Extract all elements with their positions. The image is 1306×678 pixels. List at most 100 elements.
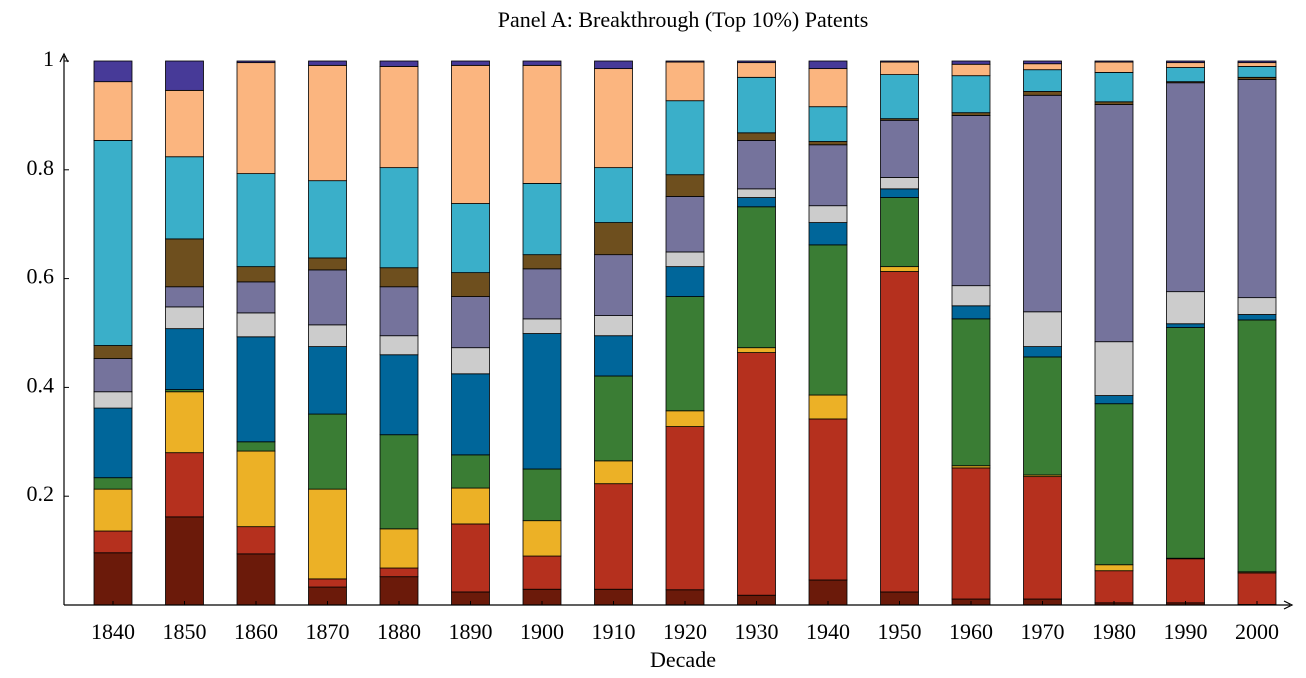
bar-segment	[1023, 476, 1062, 600]
bar-segment	[665, 296, 705, 412]
bar-segment	[236, 281, 276, 314]
bar-segment	[308, 578, 347, 588]
bar-segment	[93, 140, 133, 346]
bar-segment	[594, 68, 633, 169]
bar-segment	[594, 60, 633, 70]
bar-segment	[1094, 570, 1134, 604]
bar-segment	[1166, 82, 1205, 293]
bar-segment	[737, 197, 776, 208]
bar-segment	[951, 285, 991, 307]
y-tick-label: 0.4	[27, 372, 55, 397]
bar-segment	[1166, 323, 1205, 328]
bar-segment	[379, 286, 419, 337]
bar-segment	[737, 188, 776, 198]
bar-segment	[308, 180, 347, 259]
x-tick-label: 1920	[663, 619, 707, 644]
bar-segment	[522, 254, 562, 270]
bar-segment	[808, 141, 848, 146]
bar-segment	[379, 567, 419, 578]
bar-segment	[1023, 311, 1062, 347]
bar-segment	[737, 347, 776, 353]
bar-segment	[379, 66, 419, 169]
bar-segment	[808, 106, 848, 142]
bar-segment	[808, 222, 848, 246]
bar-segment	[522, 468, 562, 522]
x-tick-label: 1850	[163, 619, 207, 644]
bar-segment	[1166, 67, 1205, 83]
bar-segment	[951, 305, 991, 320]
bars	[93, 60, 1277, 606]
bar-segment	[1094, 72, 1134, 103]
bar-segment	[808, 579, 848, 606]
bar-segment	[1094, 395, 1134, 405]
bar-segment	[379, 576, 419, 606]
bar-segment	[451, 296, 490, 349]
bar-segment	[1237, 572, 1277, 605]
y-tick-label: 0.8	[27, 155, 55, 180]
bar-segment	[808, 205, 848, 223]
bar-segment	[93, 552, 133, 606]
bar-segment	[93, 391, 133, 409]
x-tick-label: 1910	[592, 619, 636, 644]
bar-segment	[93, 477, 133, 490]
bar-segment	[737, 206, 776, 349]
bar-segment	[594, 483, 633, 590]
bar-segment	[880, 60, 919, 63]
bar-segment	[308, 488, 347, 580]
bar-segment	[737, 132, 776, 141]
bar-segment	[165, 452, 204, 518]
bar-segment	[951, 60, 991, 65]
y-axis-arrow	[59, 52, 69, 63]
bar-segment	[594, 222, 633, 256]
bar-segment	[1166, 558, 1205, 604]
bar-segment	[665, 410, 705, 427]
bar-segment	[1237, 79, 1277, 299]
bar-segment	[308, 413, 347, 490]
bar-segment	[1094, 61, 1134, 73]
bar-segment	[1023, 91, 1062, 96]
bar-segment	[737, 76, 776, 134]
bar-segment	[93, 345, 133, 359]
bar-segment	[522, 318, 562, 334]
bar-segment	[951, 75, 991, 114]
bar-segment	[1094, 341, 1134, 396]
x-tick-label: 1970	[1021, 619, 1065, 644]
bar-segment	[665, 60, 705, 63]
bar-segment	[522, 555, 562, 590]
bar-segment	[1023, 60, 1062, 65]
bar-segment	[880, 61, 919, 76]
bar-segment	[1166, 62, 1205, 68]
bar-segment	[1166, 60, 1205, 64]
bar-segment	[379, 528, 419, 569]
bar-segment	[308, 346, 347, 415]
bar-segment	[951, 112, 991, 116]
bar-segment	[880, 188, 919, 198]
bar-segment	[379, 60, 419, 67]
x-tick-label: 1930	[735, 619, 779, 644]
bar-segment	[93, 407, 133, 479]
x-tick-label: 2000	[1235, 619, 1279, 644]
bar-segment	[379, 167, 419, 269]
bar-segment	[880, 266, 919, 272]
bar-segment	[880, 177, 919, 190]
bar-segment	[451, 203, 490, 274]
bar-segment	[522, 333, 562, 470]
x-tick-label: 1980	[1092, 619, 1136, 644]
bar-segment	[308, 257, 347, 271]
x-tick-label: 1860	[234, 619, 278, 644]
bar-segment	[808, 60, 848, 70]
bar-segment	[236, 450, 276, 528]
bar-segment	[665, 100, 705, 176]
bar-segment	[880, 74, 919, 120]
bar-segment	[379, 267, 419, 288]
bar-segment	[665, 174, 705, 197]
bar-segment	[451, 454, 490, 489]
bar-segment	[1094, 101, 1134, 105]
bar-segment	[1023, 356, 1062, 476]
y-tick-label: 0.6	[27, 264, 55, 289]
bar-segment	[1237, 297, 1277, 315]
bar-segment	[808, 144, 848, 207]
bar-segment	[93, 60, 133, 83]
bar-segment	[1237, 319, 1277, 573]
